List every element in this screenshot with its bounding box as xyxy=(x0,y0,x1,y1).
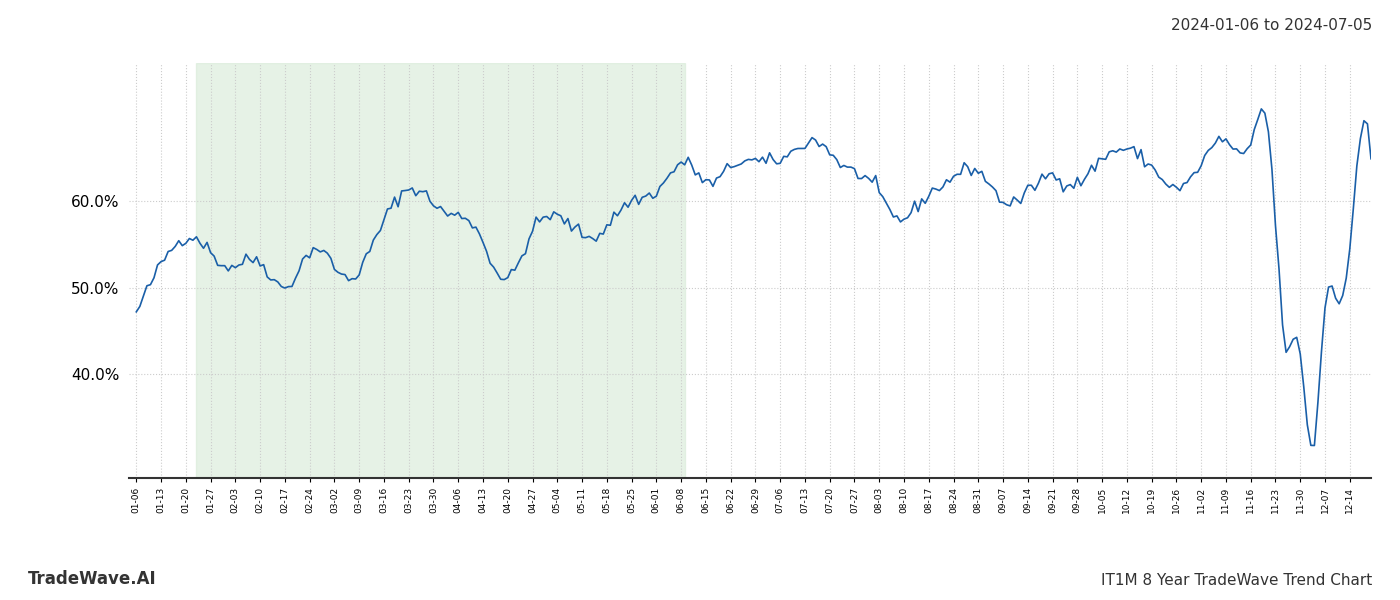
Text: IT1M 8 Year TradeWave Trend Chart: IT1M 8 Year TradeWave Trend Chart xyxy=(1100,573,1372,588)
Bar xyxy=(196,63,685,478)
Text: 2024-01-06 to 2024-07-05: 2024-01-06 to 2024-07-05 xyxy=(1170,18,1372,33)
Text: TradeWave.AI: TradeWave.AI xyxy=(28,570,157,588)
